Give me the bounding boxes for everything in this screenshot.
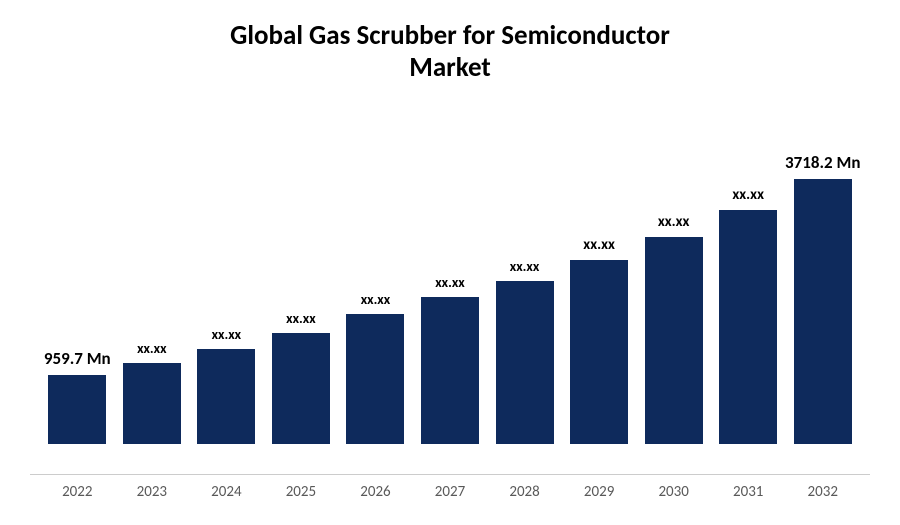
bar-group-2029: xx.xx — [562, 115, 637, 444]
bar-value-label: xx.xx — [361, 291, 390, 308]
bar-value-label: xx.xx — [137, 340, 166, 357]
bar — [645, 237, 703, 444]
bar — [794, 179, 852, 444]
bar-value-label: xx.xx — [435, 274, 464, 291]
bar-value-label: xx.xx — [732, 186, 764, 204]
bar — [48, 375, 106, 443]
bar-value-label: xx.xx — [212, 326, 241, 343]
bar-group-2030: xx.xx — [636, 115, 711, 444]
bar-group-2022: 959.7 Mn — [40, 115, 115, 444]
x-axis-label: 2029 — [562, 483, 637, 501]
bar-group-2025: xx.xx — [264, 115, 339, 444]
bar-group-2028: xx.xx — [487, 115, 562, 444]
title-line-1: Global Gas Scrubber for Semiconductor — [30, 20, 870, 52]
x-axis-label: 2023 — [115, 483, 190, 501]
x-axis-label: 2022 — [40, 483, 115, 501]
x-axis-label: 2027 — [413, 483, 488, 501]
bar-value-label: 3718.2 Mn — [785, 152, 860, 173]
bar — [272, 333, 330, 444]
chart-title: Global Gas Scrubber for Semiconductor Ma… — [30, 20, 870, 85]
bar-value-label: xx.xx — [658, 213, 690, 231]
x-axis-label: 2025 — [264, 483, 339, 501]
bar-value-label: xx.xx — [583, 236, 615, 254]
bar-group-2027: xx.xx — [413, 115, 488, 444]
title-line-2: Market — [30, 52, 870, 84]
bar-group-2032: 3718.2 Mn — [785, 115, 860, 444]
bar — [197, 349, 255, 444]
bar-group-2031: xx.xx — [711, 115, 786, 444]
x-axis-label: 2030 — [636, 483, 711, 501]
bar — [123, 363, 181, 444]
bar-group-2026: xx.xx — [338, 115, 413, 444]
x-axis: 2022202320242025202620272028202920302031… — [30, 475, 870, 501]
x-axis-label: 2028 — [487, 483, 562, 501]
bar — [421, 297, 479, 444]
chart-plot-area: 959.7 Mn xx.xx xx.xx xx.xx xx.xx xx.xx xx.xx xx… — [30, 115, 870, 475]
x-axis-label: 2031 — [711, 483, 786, 501]
bar-value-label: xx.xx — [286, 310, 315, 327]
x-axis-label: 2032 — [785, 483, 860, 501]
bar — [496, 281, 554, 444]
bar — [346, 314, 404, 444]
bar-group-2024: xx.xx — [189, 115, 264, 444]
x-axis-label: 2026 — [338, 483, 413, 501]
bar-group-2023: xx.xx — [115, 115, 190, 444]
bar-value-label: 959.7 Mn — [44, 348, 111, 369]
x-axis-label: 2024 — [189, 483, 264, 501]
bar — [719, 210, 777, 444]
bar-value-label: xx.xx — [510, 258, 539, 275]
bar — [570, 260, 628, 444]
